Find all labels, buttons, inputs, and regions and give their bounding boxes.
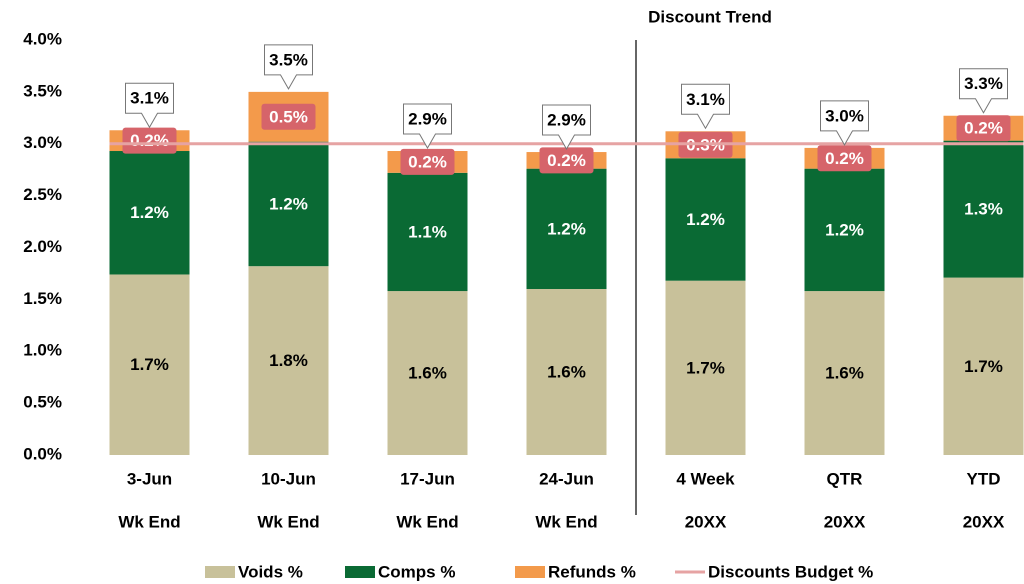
label-box (539, 147, 594, 174)
legend-label: Comps % (378, 562, 455, 581)
data-label: 0.2% (130, 131, 169, 150)
data-label: 0.2% (825, 149, 864, 168)
total-label: 3.1% (686, 90, 725, 109)
data-label: 1.3% (964, 200, 1003, 219)
label-box (817, 145, 872, 172)
y-tick-label: 3.5% (23, 81, 62, 100)
x-tick-label: 20XX (963, 512, 1005, 531)
total-callout (959, 68, 1008, 114)
total-label: 3.0% (825, 106, 864, 125)
data-label: 1.6% (408, 364, 447, 383)
legend-label: Discounts Budget % (708, 562, 873, 581)
x-tick-label: 4 Week (676, 469, 735, 488)
x-tick-label: YTD (967, 469, 1001, 488)
bar-segment (804, 291, 885, 455)
legend-swatch (205, 566, 235, 578)
total-label: 3.1% (130, 89, 169, 108)
label-box (400, 148, 455, 175)
x-tick-label: QTR (827, 469, 863, 488)
chart-title: Discount Trend (648, 7, 772, 26)
total-label: 2.9% (547, 111, 586, 130)
bar-segment (804, 168, 885, 292)
data-label: 1.6% (825, 364, 864, 383)
total-callout (820, 100, 869, 146)
data-label: 0.2% (408, 152, 447, 171)
total-callout (542, 104, 591, 151)
bar-segment (665, 280, 746, 455)
bar-segment (943, 140, 1024, 278)
y-tick-label: 1.0% (23, 341, 62, 360)
data-label: 1.2% (825, 220, 864, 239)
bar-segment (387, 291, 468, 455)
legend-label: Refunds % (548, 562, 636, 581)
bar-segment (526, 289, 607, 455)
total-callout (681, 83, 730, 130)
legend-label: Voids % (238, 562, 303, 581)
x-tick-label: 17-Jun (400, 469, 455, 488)
bar-segment (248, 141, 329, 267)
y-tick-label: 3.0% (23, 133, 62, 152)
data-label: 0.2% (964, 119, 1003, 138)
data-label: 1.8% (269, 351, 308, 370)
x-tick-label: 3-Jun (127, 469, 172, 488)
total-callout (264, 44, 313, 90)
x-tick-label: Wk End (535, 512, 597, 531)
data-label: 1.7% (686, 358, 725, 377)
x-tick-label: 20XX (685, 512, 727, 531)
data-label: 1.7% (964, 357, 1003, 376)
x-tick-label: Wk End (396, 512, 458, 531)
data-label: 1.7% (130, 355, 169, 374)
total-label: 3.3% (964, 74, 1003, 93)
legend-swatch (515, 566, 545, 578)
bar-segment (526, 168, 607, 289)
y-tick-label: 2.0% (23, 237, 62, 256)
y-tick-label: 4.0% (23, 29, 62, 48)
total-callout (125, 82, 174, 129)
y-tick-label: 2.5% (23, 185, 62, 204)
bar-segment (109, 151, 190, 275)
total-label: 2.9% (408, 109, 447, 128)
data-label: 1.2% (269, 194, 308, 213)
y-tick-label: 0.0% (23, 444, 62, 463)
legend-swatch (345, 566, 375, 578)
data-label: 1.2% (547, 219, 586, 238)
x-tick-label: 24-Jun (539, 469, 594, 488)
x-tick-label: Wk End (118, 512, 180, 531)
bar-segment (109, 274, 190, 455)
label-box (261, 103, 316, 130)
data-label: 1.1% (408, 222, 447, 241)
x-tick-label: 20XX (824, 512, 866, 531)
x-tick-label: 10-Jun (261, 469, 316, 488)
bar-segment (248, 266, 329, 455)
bar-segment (665, 158, 746, 281)
total-callout (403, 103, 452, 150)
x-tick-label: Wk End (257, 512, 319, 531)
data-label: 0.2% (547, 151, 586, 170)
label-box (956, 115, 1011, 142)
data-label: 0.5% (269, 107, 308, 126)
bar-segment (943, 277, 1024, 455)
y-tick-label: 0.5% (23, 393, 62, 412)
data-label: 1.2% (130, 203, 169, 222)
total-label: 3.5% (269, 50, 308, 69)
data-label: 1.2% (686, 210, 725, 229)
y-tick-label: 1.5% (23, 289, 62, 308)
data-label: 1.6% (547, 362, 586, 381)
bar-segment (387, 172, 468, 292)
label-box (122, 127, 177, 154)
